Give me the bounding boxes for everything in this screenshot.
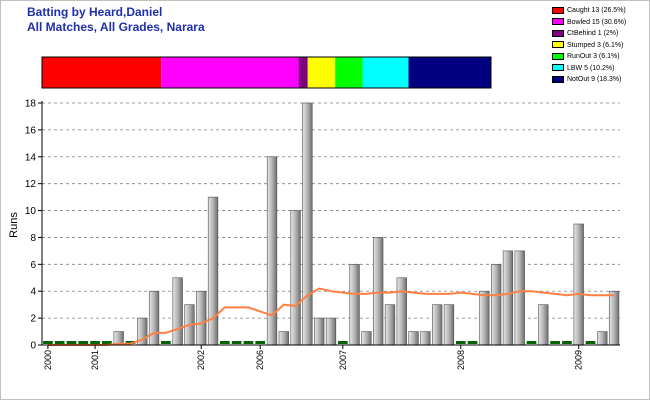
bar-zero-marker (243, 341, 254, 344)
legend-label: CtBehind 1 (2%) (567, 30, 619, 37)
bar (573, 223, 584, 346)
legend-swatch (552, 6, 564, 14)
legend-swatch (552, 75, 564, 83)
x-tick-label: 2009 (574, 350, 584, 370)
legend-item-stumped: Stumped 3 (6.1%) (552, 40, 626, 52)
bar-zero-marker (550, 341, 560, 344)
bar-zero-marker (337, 341, 348, 344)
dismissal-strip-border (41, 56, 492, 89)
legend-swatch (552, 41, 564, 49)
dismissal-segment-6 (408, 57, 491, 88)
bar-zero-marker (54, 341, 65, 344)
legend-swatch (552, 64, 564, 72)
bar (290, 210, 301, 346)
dismissal-segment-0 (42, 57, 162, 88)
bar (538, 304, 549, 346)
dismissal-segment-4 (335, 57, 363, 88)
legend-swatch (552, 29, 564, 37)
bar-zero-marker (90, 341, 100, 344)
bar-zero-marker (526, 341, 537, 344)
y-tick-label: 18 (25, 99, 37, 110)
chart-title: Batting by Heard,Daniel (27, 5, 163, 19)
bar-zero-marker (467, 341, 478, 344)
dismissal-segment-2 (298, 57, 308, 88)
bar-zero-marker (255, 341, 266, 344)
bar-zero-marker (43, 341, 53, 344)
legend-label: Caught 13 (26.5%) (567, 7, 626, 14)
y-tick-label: 14 (25, 152, 37, 163)
bar (207, 196, 219, 346)
bar-zero-marker (455, 341, 466, 344)
bar (373, 237, 384, 346)
bar (361, 331, 372, 346)
y-tick-label: 10 (25, 206, 37, 217)
x-tick-label: 2006 (255, 350, 265, 370)
bar (302, 102, 313, 346)
bar (148, 290, 160, 346)
legend-item-caught: Caught 13 (26.5%) (552, 5, 626, 17)
average-line (47, 287, 615, 346)
bar-zero-marker (585, 341, 596, 344)
legend-label: Stumped 3 (6.1%) (567, 41, 624, 49)
legend: Caught 13 (26.5%) Bowled 15 (30.6%) CtBe… (552, 5, 626, 86)
legend-label: Bowled 15 (30.6%) (567, 18, 627, 26)
bar-zero-marker (125, 341, 136, 344)
legend-label: LBW 5 (10.2%) (567, 64, 615, 72)
bar-zero-marker (562, 341, 572, 344)
dismissal-segment-1 (161, 57, 299, 88)
x-tick-label: 2001 (90, 350, 100, 370)
legend-swatch (552, 18, 564, 26)
legend-label: RunOut 3 (6.1%) (567, 53, 620, 60)
legend-item-ctbehind: CtBehind 1 (2%) (552, 28, 626, 40)
bar (396, 277, 407, 346)
bar-zero-marker (102, 341, 112, 344)
legend-item-notout: NotOut 9 (18.3%) (552, 74, 626, 86)
y-tick-label: 6 (30, 260, 36, 271)
bar (432, 304, 443, 346)
bar-zero-marker (161, 341, 171, 344)
bar-zero-marker (220, 341, 230, 344)
legend-item-runout: RunOut 3 (6.1%) (552, 51, 626, 63)
y-axis-label: Runs (8, 212, 20, 238)
bar-zero-marker (78, 341, 89, 344)
x-tick-label: 2008 (456, 350, 466, 370)
bar (384, 304, 396, 346)
bar (608, 290, 620, 346)
y-tick-label: 4 (30, 287, 36, 298)
bar (408, 331, 419, 346)
x-tick-label: 2007 (338, 350, 348, 370)
bar (172, 277, 183, 346)
bar (420, 331, 431, 346)
y-tick-label: 2 (30, 314, 36, 325)
bar-zero-marker (231, 341, 242, 344)
bar (491, 264, 502, 346)
legend-label: NotOut 9 (18.3%) (567, 76, 622, 83)
bar (443, 304, 455, 346)
y-tick-label: 8 (30, 233, 36, 244)
x-tick-label: 2002 (196, 350, 206, 370)
bar (325, 317, 337, 346)
y-tick-label: 0 (30, 341, 36, 352)
legend-item-bowled: Bowled 15 (30.6%) (552, 17, 626, 29)
bar (314, 317, 325, 346)
bar-zero-marker (66, 341, 77, 344)
dismissal-segment-5 (362, 57, 409, 88)
bar (479, 290, 490, 346)
bar (349, 264, 360, 346)
bar (514, 250, 525, 346)
y-tick-label: 16 (25, 125, 37, 136)
dismissal-segment-3 (307, 57, 336, 88)
legend-item-lbw: LBW 5 (10.2%) (552, 63, 626, 75)
bar (196, 290, 207, 346)
y-tick-label: 12 (25, 179, 37, 190)
x-tick-label: 2000 (43, 350, 53, 370)
bar (266, 156, 278, 346)
bar (597, 331, 608, 346)
chart-subtitle: All Matches, All Grades, Narara (27, 20, 205, 34)
bar (278, 331, 289, 346)
legend-swatch (552, 52, 564, 60)
bar (502, 250, 514, 346)
